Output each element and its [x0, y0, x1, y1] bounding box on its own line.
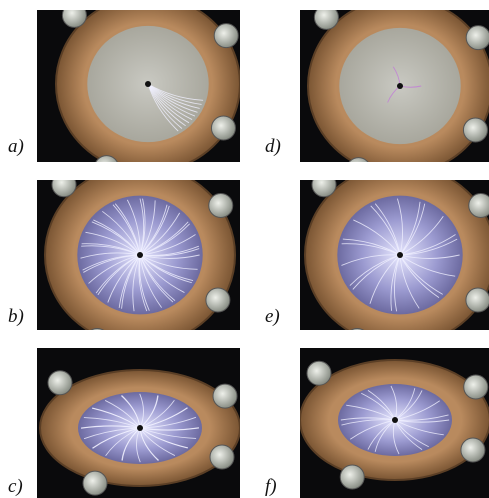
knob — [463, 118, 487, 142]
knob — [469, 194, 489, 218]
knob — [464, 375, 488, 399]
electrode — [145, 81, 151, 87]
page: a)b)c)d)e)f) (() => { const data = JSON.… — [0, 0, 489, 498]
knob — [62, 3, 86, 27]
knob — [340, 465, 364, 489]
knob — [466, 288, 489, 312]
knob — [347, 158, 371, 182]
photo — [37, 0, 240, 180]
knob — [461, 438, 485, 462]
panel-label: b) — [8, 306, 24, 327]
knob — [314, 5, 338, 29]
panel-label: e) — [265, 306, 280, 327]
knob — [213, 384, 237, 408]
panel-label: c) — [8, 476, 23, 497]
photo — [37, 165, 240, 353]
knob — [466, 26, 489, 50]
knob — [214, 24, 238, 48]
electrode — [397, 83, 403, 89]
electrode — [137, 252, 143, 258]
panel-label: a) — [8, 136, 24, 157]
knob — [95, 156, 119, 180]
knob — [52, 173, 76, 197]
knob — [48, 371, 72, 395]
knob — [206, 288, 230, 312]
figure: a) b) c) d) e) f) — [0, 0, 489, 498]
photo — [300, 0, 489, 182]
photo — [300, 348, 489, 498]
knob — [210, 445, 234, 469]
electrode — [392, 417, 398, 423]
knob — [209, 194, 233, 218]
panel-label: d) — [265, 136, 281, 157]
electrode — [397, 252, 403, 258]
knob — [312, 173, 336, 197]
photo — [37, 348, 240, 498]
panel-label: f) — [265, 476, 277, 497]
knob — [83, 471, 107, 495]
knob — [307, 361, 331, 385]
electrode — [137, 425, 143, 431]
photo — [300, 165, 489, 353]
knob — [211, 116, 235, 140]
